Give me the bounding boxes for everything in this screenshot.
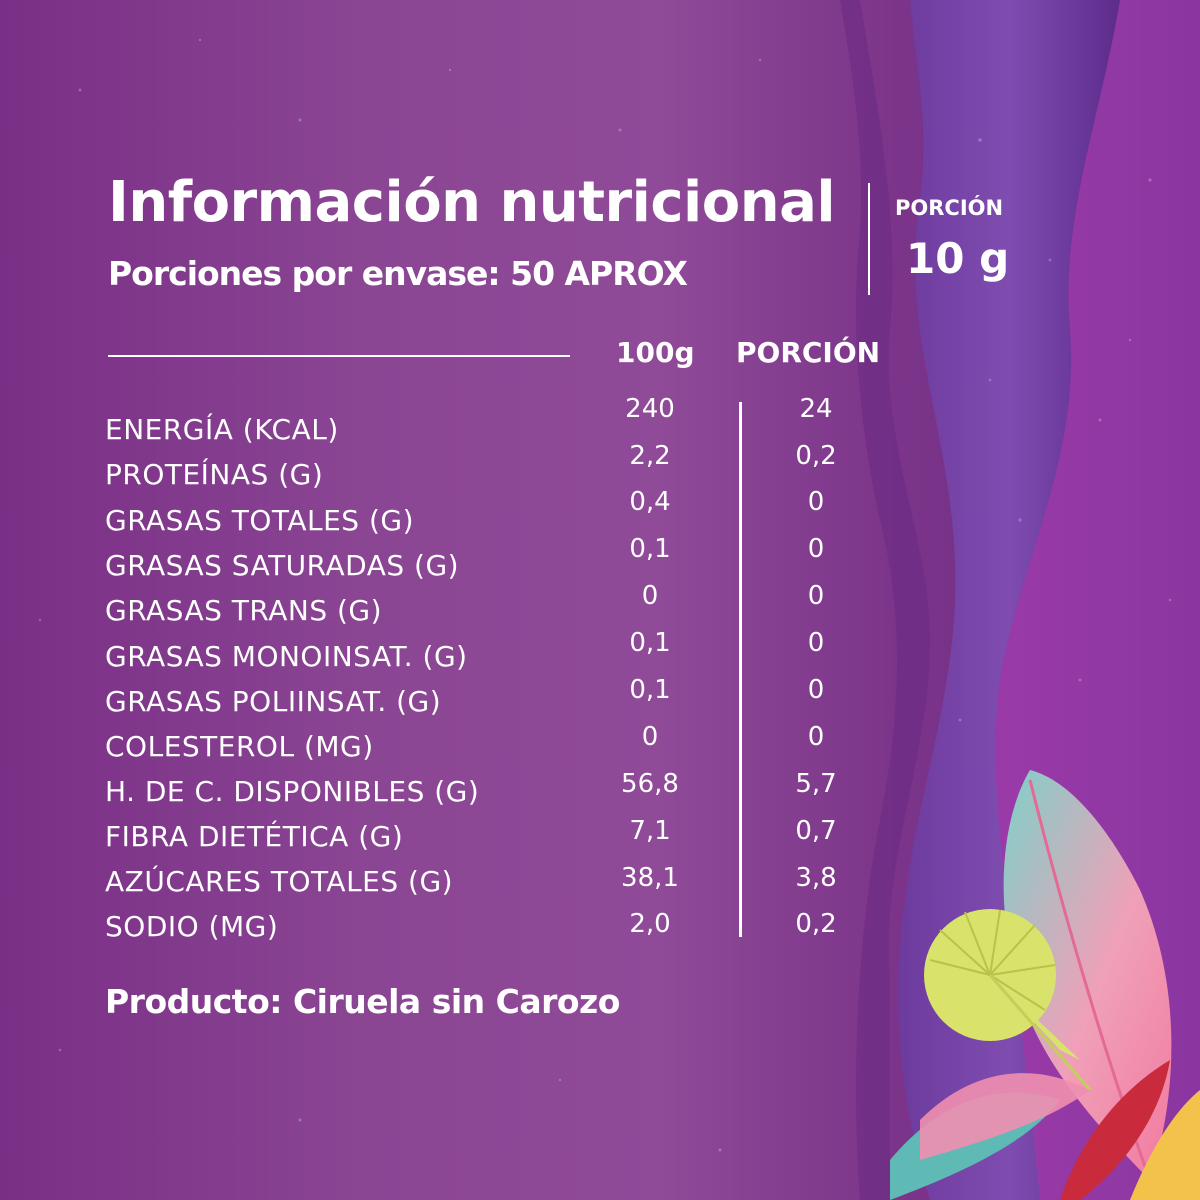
value-portion-trans-fat: 0 bbox=[807, 581, 825, 611]
nutrient-label-cholesterol: COLESTEROL (MG) bbox=[105, 730, 374, 763]
nutrient-label-protein: PROTEÍNAS (G) bbox=[105, 458, 324, 491]
tropical-leaves-illustration bbox=[890, 770, 1200, 1200]
value-portion-sugars: 3,8 bbox=[795, 863, 837, 893]
column-header-100g: 100g bbox=[616, 336, 695, 369]
column-divider bbox=[739, 402, 742, 937]
servings-per-package: Porciones por envase: 50 APROX bbox=[108, 254, 688, 293]
value-portion-polyunsat-fat: 0 bbox=[807, 675, 825, 705]
nutrient-label-polyunsat-fat: GRASAS POLIINSAT. (G) bbox=[105, 685, 442, 718]
value-100g-trans-fat: 0 bbox=[641, 581, 659, 611]
header-divider bbox=[868, 183, 870, 295]
value-100g-energy: 240 bbox=[625, 394, 675, 424]
nutrient-label-monounsat-fat: GRASAS MONOINSAT. (G) bbox=[105, 640, 468, 673]
value-portion-sodium: 0,2 bbox=[795, 909, 837, 939]
portion-value: 10 g bbox=[906, 234, 1010, 283]
value-100g-monounsat-fat: 0,1 bbox=[629, 628, 671, 658]
product-name: Producto: Ciruela sin Carozo bbox=[105, 982, 620, 1021]
table-header-rule bbox=[108, 355, 570, 357]
value-portion-monounsat-fat: 0 bbox=[807, 628, 825, 658]
nutrient-label-carbohydrates: H. DE C. DISPONIBLES (G) bbox=[105, 775, 480, 808]
page-title: Información nutricional bbox=[108, 170, 836, 235]
value-100g-fiber: 7,1 bbox=[629, 816, 671, 846]
value-100g-sugars: 38,1 bbox=[621, 863, 679, 893]
value-100g-polyunsat-fat: 0,1 bbox=[629, 675, 671, 705]
value-portion-carbohydrates: 5,7 bbox=[795, 769, 837, 799]
nutrient-label-sodium: SODIO (MG) bbox=[105, 910, 279, 943]
value-portion-cholesterol: 0 bbox=[807, 722, 825, 752]
portion-label: PORCIÓN bbox=[895, 196, 1004, 220]
nutrient-label-total-fat: GRASAS TOTALES (G) bbox=[105, 504, 415, 537]
value-100g-carbohydrates: 56,8 bbox=[621, 769, 679, 799]
value-100g-total-fat: 0,4 bbox=[629, 487, 671, 517]
value-portion-protein: 0,2 bbox=[795, 441, 837, 471]
nutrient-label-energy: ENERGÍA (KCAL) bbox=[105, 413, 339, 446]
value-100g-protein: 2,2 bbox=[629, 441, 671, 471]
value-portion-fiber: 0,7 bbox=[795, 816, 837, 846]
nutrient-label-saturated-fat: GRASAS SATURADAS (G) bbox=[105, 549, 460, 582]
value-portion-energy: 24 bbox=[799, 394, 833, 424]
value-100g-sodium: 2,0 bbox=[629, 909, 671, 939]
nutrient-label-trans-fat: GRASAS TRANS (G) bbox=[105, 594, 383, 627]
value-100g-saturated-fat: 0,1 bbox=[629, 534, 671, 564]
nutrient-label-sugars: AZÚCARES TOTALES (G) bbox=[105, 865, 454, 898]
value-portion-total-fat: 0 bbox=[807, 487, 825, 517]
column-header-portion: PORCIÓN bbox=[736, 336, 881, 369]
value-portion-saturated-fat: 0 bbox=[807, 534, 825, 564]
nutrient-label-fiber: FIBRA DIETÉTICA (G) bbox=[105, 820, 404, 853]
value-100g-cholesterol: 0 bbox=[641, 722, 659, 752]
